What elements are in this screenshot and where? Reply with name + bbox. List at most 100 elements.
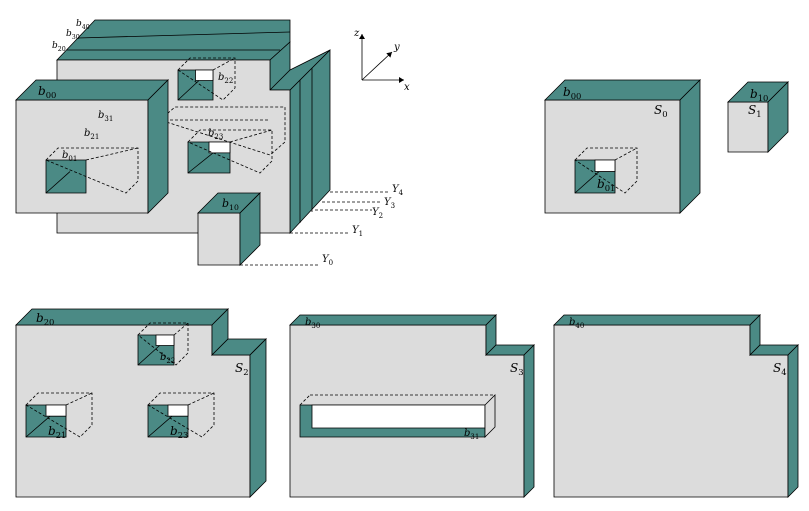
label-base: b [464,428,470,439]
label-base: b [597,177,605,191]
hole-b23-diag [147,415,173,438]
b31-top [299,394,311,406]
label: Y0 [322,254,333,267]
label: b23 [170,424,188,440]
label-sub: 4 [399,189,404,197]
label-base: x [404,82,410,93]
label: S2 [235,361,249,377]
axis [361,51,393,81]
box-b10-front [197,212,241,266]
label: b01 [62,150,77,163]
hole-b21-diag [25,415,51,438]
label: b10 [750,87,768,103]
label-base: b [76,19,82,29]
hole-b22-diag [177,80,200,101]
hole-b22-prism-edge [173,322,189,336]
box-b10-side [239,192,261,266]
label: b31 [98,110,113,123]
label: b21 [48,424,66,440]
box-b00-side [147,79,169,214]
label-sub: 1 [359,230,363,238]
hole-b21-prism [25,392,93,438]
box-b00-front [15,99,149,214]
label: Y3 [384,197,395,210]
label-base: b [305,317,311,328]
label: b20 [36,311,54,327]
label: b22 [218,72,233,85]
label-sub: 3 [391,202,395,210]
label-base: S [773,361,781,375]
label-base: b [222,197,229,210]
axis-arrow [359,34,365,39]
hole-b01-diag [45,171,71,194]
label: S4 [773,361,787,377]
slab-divider [77,31,291,39]
label: b22 [160,352,175,365]
hole-b23-diag [187,152,214,174]
label-base: Y [372,207,380,218]
label-base: b [160,352,166,363]
hole-b23-prism [147,392,215,438]
label: b30 [66,29,80,41]
label-sub: 31 [104,115,113,123]
s4-top [553,314,761,326]
label-sub: 2 [243,367,248,377]
label: b30 [305,317,320,330]
hole-b01-prism [45,147,139,194]
label-sub: 4 [781,367,786,377]
label: b20 [52,41,66,53]
label-base: S [235,361,243,375]
hole-b22-gap [155,334,175,346]
label: b40 [569,317,584,330]
label-sub: 01 [68,155,77,163]
b31-tunnel [159,106,286,156]
label: b23 [208,128,223,141]
label: b31 [464,428,479,441]
hole-b23-prism-edge [229,129,273,143]
axis-arrow [399,77,404,83]
label-base: y [393,42,400,53]
s3-side [523,344,535,498]
hole-b01-window [45,159,87,194]
label: b10 [222,197,239,212]
label-sub: 01 [605,183,616,193]
s2-side [249,338,267,498]
label-sub: 30 [311,322,320,330]
label-base: b [84,128,90,139]
label: Y1 [352,225,363,238]
hole-b21-gap [45,404,67,417]
label-base: S [654,103,662,117]
label-base: S [510,361,518,375]
label-base: b [62,150,68,161]
hole-s0-b01-diag [574,171,600,194]
label-base: b [563,85,571,99]
label-sub: 21 [90,133,99,141]
label-base: b [38,84,46,98]
label: Y4 [392,184,404,197]
label-sub: 23 [178,430,189,440]
hole-b22-prism-edge [212,57,236,71]
label-sub: 10 [758,93,769,103]
label-base: b [170,424,178,438]
label-sub: 40 [575,322,584,330]
label: b21 [84,128,99,141]
label-base: b [98,110,104,121]
label-sub: 0 [662,109,667,119]
label-base: b [66,29,72,39]
label-sub: 23 [214,133,223,141]
label-base: b [36,311,44,325]
label-sub: 22 [224,77,233,85]
label-sub: 30 [72,34,80,41]
s4-side [787,344,799,498]
hole-b23-prism [187,129,273,174]
box-s1-side [767,81,789,153]
label: y [393,42,400,53]
label-sub: 1 [756,109,761,119]
hole-b23-gap [208,141,231,154]
label: S1 [748,103,762,119]
label-base: Y [352,225,360,236]
label: S0 [654,103,668,119]
label-base: b [208,128,214,139]
label-sub: 10 [229,203,239,212]
